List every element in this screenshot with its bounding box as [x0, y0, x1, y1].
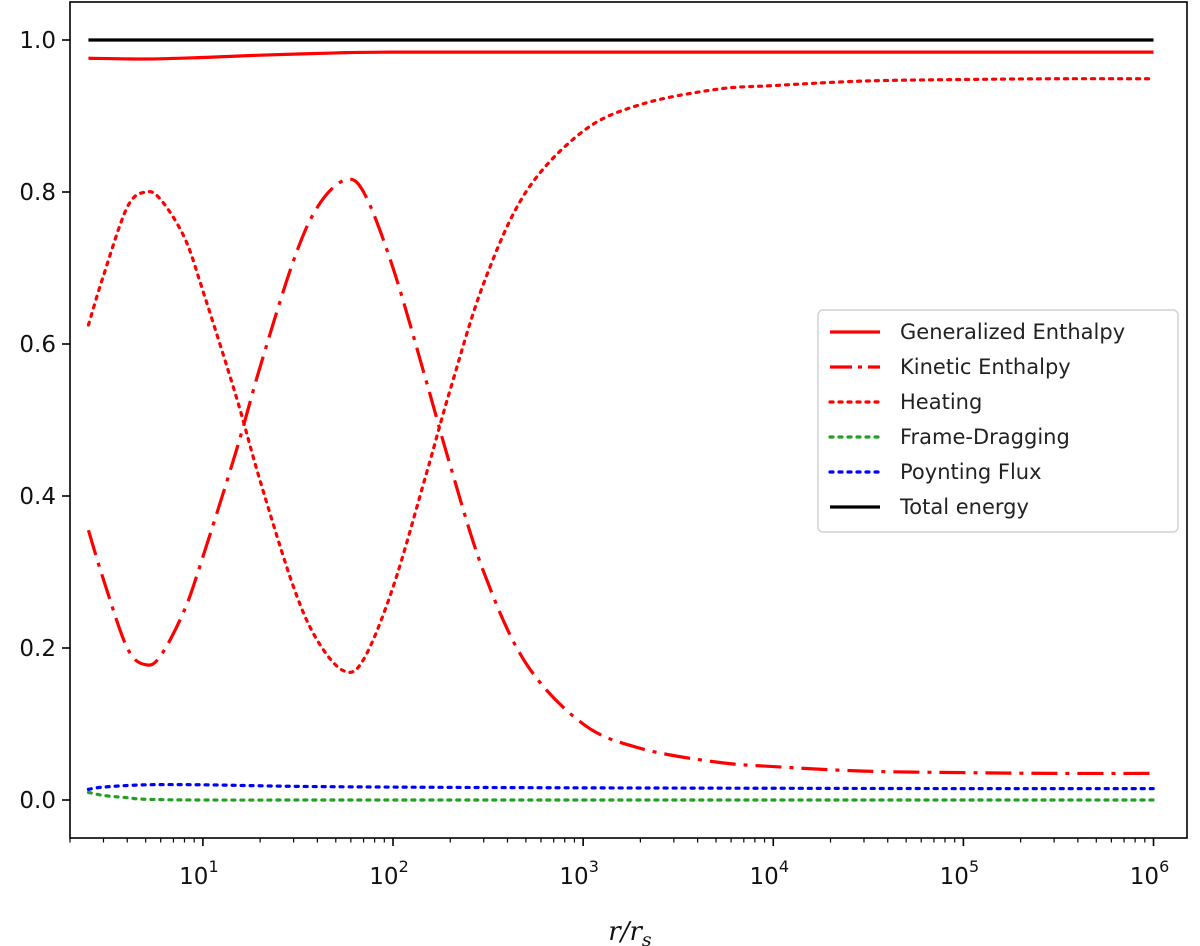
series-layer: [86, 38, 1156, 802]
y-tick-label: 0.2: [19, 636, 56, 662]
y-axis: 0.0 0.2 0.4 0.6 0.8 1.0: [19, 28, 70, 814]
legend-label: Frame-Dragging: [900, 425, 1070, 449]
legend-label: Poynting Flux: [900, 460, 1042, 484]
plot-frame: [69, 1, 1188, 839]
x-tick-label: 102: [369, 857, 408, 890]
x-tick-label: 103: [559, 857, 598, 890]
legend-label: Generalized Enthalpy: [900, 320, 1125, 344]
y-tick-label: 0.8: [19, 180, 56, 206]
legend: Generalized Enthalpy Kinetic Enthalpy Heat…: [817, 309, 1179, 533]
x-axis-label: r/rs: [608, 917, 652, 946]
x-tick-label: 106: [1130, 857, 1169, 890]
x-tick-label: 105: [940, 857, 979, 890]
legend-label: Total energy: [899, 495, 1029, 519]
series-line-3: [86, 790, 1156, 802]
x-tick-label: 104: [750, 857, 789, 890]
series-line-0: [88, 50, 1154, 61]
y-tick-label: 1.0: [19, 28, 56, 54]
legend-label: Kinetic Enthalpy: [900, 355, 1071, 379]
y-tick-label: 0.4: [19, 484, 56, 510]
y-tick-label: 0.6: [19, 332, 56, 358]
x-axis: 101 102 103 104 105 106: [69, 838, 1169, 890]
legend-label: Heating: [900, 390, 982, 414]
legend-box: [817, 309, 1179, 533]
series-line-2: [86, 77, 1156, 674]
y-tick-label: 0.0: [19, 788, 56, 814]
series-line-4: [86, 782, 1156, 791]
series-line-1: [86, 177, 1154, 776]
x-tick-label: 101: [179, 857, 218, 890]
